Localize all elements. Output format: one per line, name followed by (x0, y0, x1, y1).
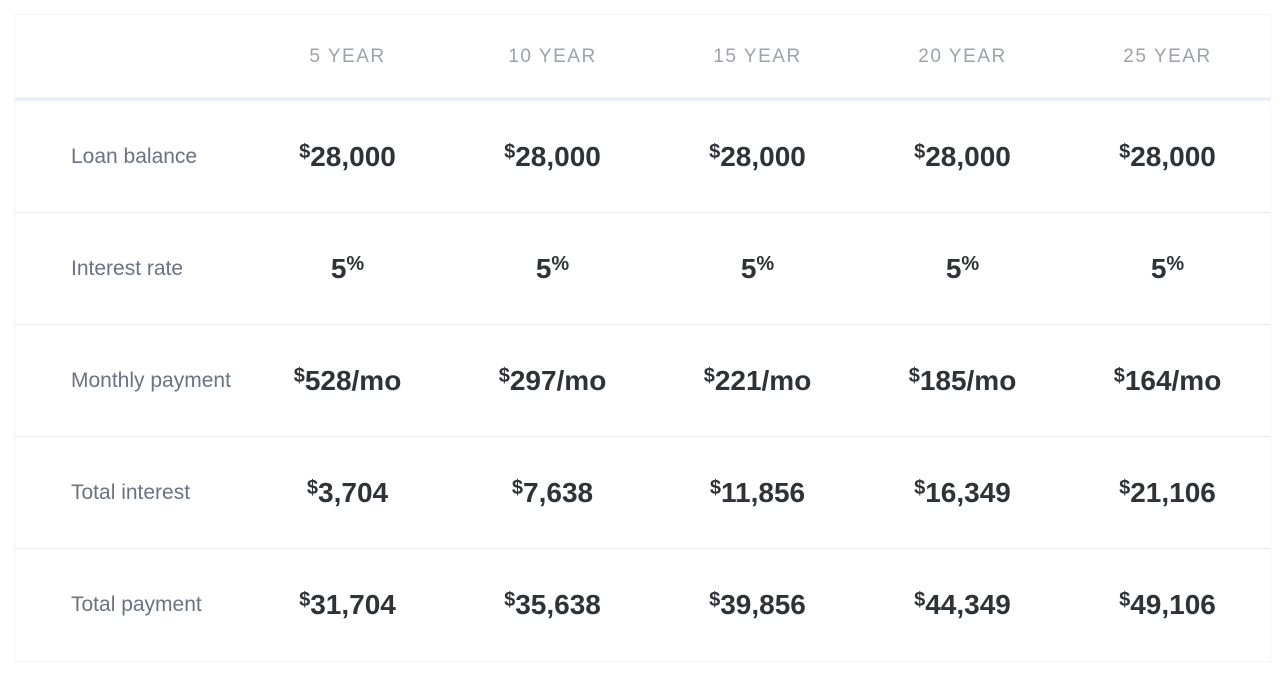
per-month-unit: /mo (557, 367, 607, 395)
cell-value: 39,856 (720, 591, 806, 619)
cell-value: 3,704 (318, 479, 388, 507)
currency-prefix: $ (504, 142, 515, 162)
cell-value: 297 (510, 367, 557, 395)
table-cell: $3,704 (245, 479, 450, 507)
cell-value: 7,638 (523, 479, 593, 507)
table-cell: $164/mo (1065, 367, 1270, 395)
table-cell: $16,349 (860, 479, 1065, 507)
cell-value: 28,000 (310, 143, 396, 171)
column-header: 5 YEAR (245, 46, 450, 68)
row-label-interest-rate: Interest rate (15, 257, 245, 281)
currency-prefix: $ (499, 366, 510, 386)
currency-prefix: $ (307, 478, 318, 498)
per-month-unit: /mo (967, 367, 1017, 395)
currency-prefix: $ (504, 590, 515, 610)
table-cell: $21,106 (1065, 479, 1270, 507)
column-header: 15 YEAR (655, 46, 860, 68)
cell-value: 11,856 (721, 479, 805, 507)
table-cell: 5% (860, 255, 1065, 283)
cell-value: 49,106 (1130, 591, 1216, 619)
percent-suffix: % (961, 254, 979, 274)
table-row: Interest rate 5% 5% 5% 5% 5% (15, 213, 1270, 325)
column-header: 20 YEAR (860, 46, 1065, 68)
currency-prefix: $ (914, 478, 925, 498)
cell-value: 528 (305, 367, 352, 395)
currency-prefix: $ (1119, 590, 1130, 610)
currency-prefix: $ (1119, 142, 1130, 162)
table-cell: $28,000 (655, 143, 860, 171)
row-label-monthly-payment: Monthly payment (15, 369, 245, 393)
cell-value: 35,638 (515, 591, 601, 619)
cell-value: 185 (920, 367, 967, 395)
cell-value: 5 (741, 255, 757, 283)
table-cell: $35,638 (450, 591, 655, 619)
table-cell: $11,856 (655, 479, 860, 507)
cell-value: 16,349 (925, 479, 1011, 507)
percent-suffix: % (1166, 254, 1184, 274)
currency-prefix: $ (914, 590, 925, 610)
cell-value: 28,000 (515, 143, 601, 171)
table-cell: $185/mo (860, 367, 1065, 395)
per-month-unit: /mo (762, 367, 812, 395)
table-cell: $49,106 (1065, 591, 1270, 619)
currency-prefix: $ (909, 366, 920, 386)
cell-value: 164 (1125, 367, 1172, 395)
table-cell: $28,000 (1065, 143, 1270, 171)
percent-suffix: % (551, 254, 569, 274)
table-cell: 5% (655, 255, 860, 283)
table-row: Total interest $3,704 $7,638 $11,856 $16… (15, 437, 1270, 549)
per-month-unit: /mo (1172, 367, 1222, 395)
row-label-loan-balance: Loan balance (15, 145, 245, 169)
currency-prefix: $ (294, 366, 305, 386)
cell-value: 28,000 (925, 143, 1011, 171)
table-cell: 5% (1065, 255, 1270, 283)
currency-prefix: $ (512, 478, 523, 498)
percent-suffix: % (346, 254, 364, 274)
table-cell: 5% (450, 255, 655, 283)
table-row: Monthly payment $528/mo $297/mo $221/mo … (15, 325, 1270, 437)
table-row: Total payment $31,704 $35,638 $39,856 $4… (15, 549, 1270, 661)
cell-value: 21,106 (1130, 479, 1216, 507)
currency-prefix: $ (710, 478, 721, 498)
currency-prefix: $ (1119, 478, 1130, 498)
table-cell: $28,000 (450, 143, 655, 171)
currency-prefix: $ (914, 142, 925, 162)
currency-prefix: $ (299, 590, 310, 610)
loan-comparison-table: 5 YEAR 10 YEAR 15 YEAR 20 YEAR 25 YEAR L… (14, 14, 1271, 662)
table-cell: $221/mo (655, 367, 860, 395)
column-header: 25 YEAR (1065, 46, 1270, 68)
table-cell: $28,000 (245, 143, 450, 171)
cell-value: 28,000 (1130, 143, 1216, 171)
percent-suffix: % (756, 254, 774, 274)
table-cell: $31,704 (245, 591, 450, 619)
cell-value: 5 (536, 255, 552, 283)
cell-value: 28,000 (720, 143, 806, 171)
per-month-unit: /mo (352, 367, 402, 395)
table-cell: $39,856 (655, 591, 860, 619)
table-cell: $528/mo (245, 367, 450, 395)
currency-prefix: $ (709, 590, 720, 610)
page-wrap: 5 YEAR 10 YEAR 15 YEAR 20 YEAR 25 YEAR L… (0, 0, 1285, 676)
table-cell: $7,638 (450, 479, 655, 507)
cell-value: 44,349 (925, 591, 1011, 619)
currency-prefix: $ (704, 366, 715, 386)
row-label-total-interest: Total interest (15, 481, 245, 505)
currency-prefix: $ (709, 142, 720, 162)
table-cell: $44,349 (860, 591, 1065, 619)
cell-value: 5 (331, 255, 347, 283)
table-cell: $28,000 (860, 143, 1065, 171)
table-header-row: 5 YEAR 10 YEAR 15 YEAR 20 YEAR 25 YEAR (15, 15, 1270, 99)
table-cell: $297/mo (450, 367, 655, 395)
column-header: 10 YEAR (450, 46, 655, 68)
row-label-total-payment: Total payment (15, 593, 245, 617)
cell-value: 31,704 (310, 591, 396, 619)
cell-value: 5 (1151, 255, 1167, 283)
cell-value: 221 (715, 367, 762, 395)
table-cell: 5% (245, 255, 450, 283)
table-row: Loan balance $28,000 $28,000 $28,000 $28… (15, 101, 1270, 213)
cell-value: 5 (946, 255, 962, 283)
currency-prefix: $ (299, 142, 310, 162)
currency-prefix: $ (1114, 366, 1125, 386)
